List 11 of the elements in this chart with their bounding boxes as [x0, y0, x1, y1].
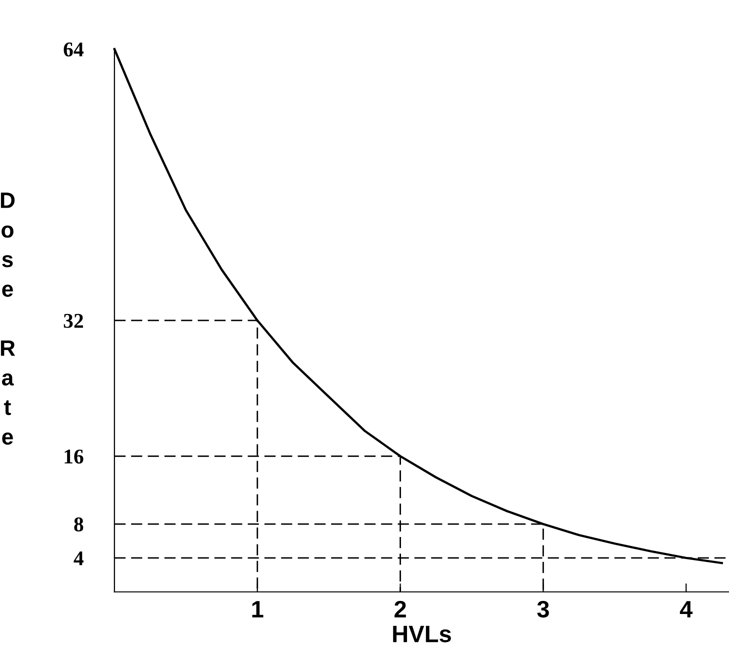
x-axis-title: HVLs	[393, 626, 451, 642]
x-tick-label: 4	[680, 601, 693, 618]
x-tick-label: 2	[394, 600, 406, 618]
y-tick-label: 32	[64, 314, 83, 328]
x-tick-label: 1	[252, 601, 264, 618]
y-tick-label: 64	[64, 42, 84, 56]
x-tick-label: 3	[537, 600, 549, 618]
y-tick-label: 4	[74, 551, 84, 566]
y-tick-label: 8	[74, 517, 84, 532]
y-tick-label: 16	[64, 450, 84, 464]
text: Dose Rate	[0, 192, 16, 445]
